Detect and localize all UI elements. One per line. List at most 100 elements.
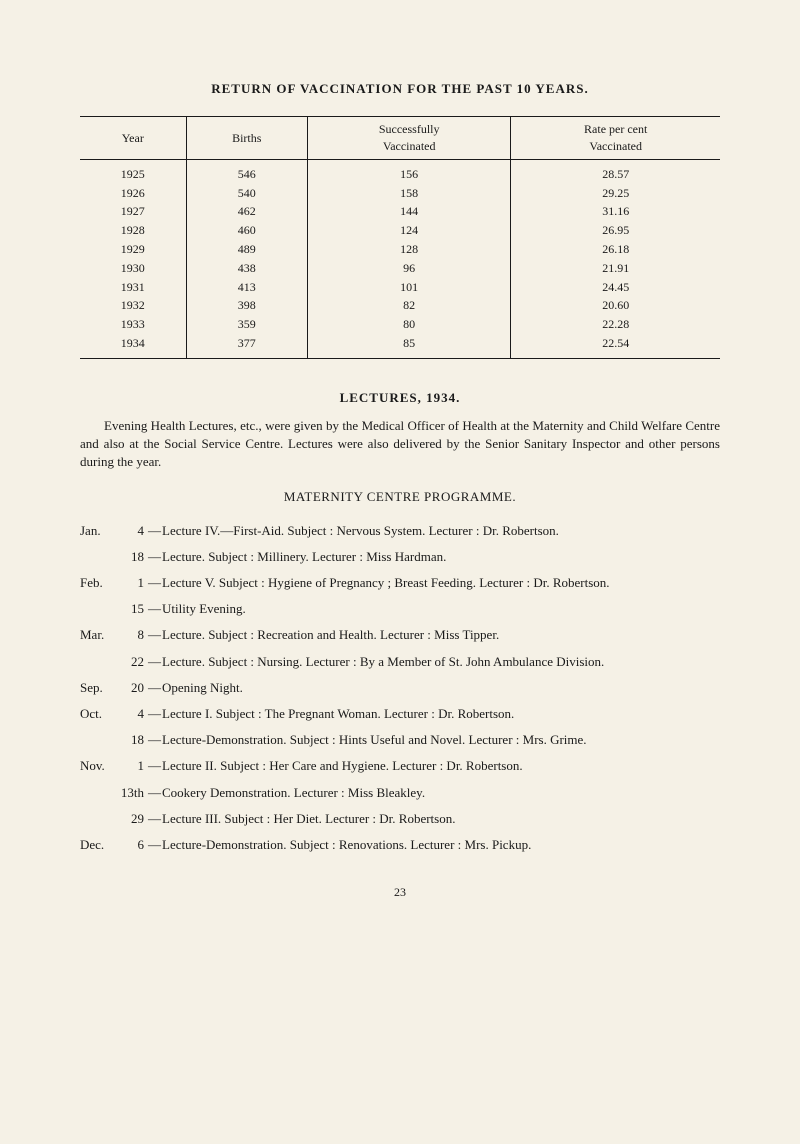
table-row: 193141310124.45 [80,278,720,297]
entry-text: Opening Night. [162,679,720,697]
table-cell: 144 [307,202,510,221]
table-cell: 1933 [80,315,186,334]
programme-entry: Dec.6—Lecture-Demonstration. Subject : R… [80,836,720,854]
table-cell: 128 [307,240,510,259]
table-header-vaccinated: SuccessfullyVaccinated [307,117,510,160]
table-cell: 82 [307,296,510,315]
table-cell: 413 [186,278,307,297]
entry-text: Lecture II. Subject : Her Care and Hygie… [162,757,720,775]
table-cell: 546 [186,159,307,183]
entry-day: 18 [116,548,148,566]
entry-dash: — [148,626,162,644]
table-cell: 85 [307,334,510,358]
table-cell: 101 [307,278,510,297]
entry-month [80,653,116,671]
table-cell: 1928 [80,221,186,240]
entry-text: Lecture V. Subject : Hygiene of Pregnanc… [162,574,720,592]
table-cell: 359 [186,315,307,334]
entry-month [80,810,116,828]
entry-text: Lecture IV.—First-Aid. Subject : Nervous… [162,522,720,540]
entry-day: 18 [116,731,148,749]
table-cell: 438 [186,259,307,278]
entry-month [80,600,116,618]
programme-heading: MATERNITY CENTRE PROGRAMME. [80,488,720,506]
table-cell: 22.54 [511,334,720,358]
entry-dash: — [148,757,162,775]
entry-day: 15 [116,600,148,618]
table-row: 19333598022.28 [80,315,720,334]
table-cell: 156 [307,159,510,183]
table-cell: 1925 [80,159,186,183]
table-cell: 540 [186,184,307,203]
table-header-births: Births [186,117,307,160]
entry-month: Mar. [80,626,116,644]
entry-dash: — [148,836,162,854]
table-row: 19343778522.54 [80,334,720,358]
entry-dash: — [148,731,162,749]
table-row: 192654015829.25 [80,184,720,203]
table-row: 192746214431.16 [80,202,720,221]
entry-month: Nov. [80,757,116,775]
programme-entry: 15—Utility Evening. [80,600,720,618]
table-cell: 1927 [80,202,186,221]
entry-dash: — [148,653,162,671]
entry-dash: — [148,548,162,566]
page-number: 23 [80,884,720,901]
entry-text: Utility Evening. [162,600,720,618]
entry-day: 4 [116,705,148,723]
entry-dash: — [148,810,162,828]
programme-entry: 22—Lecture. Subject : Nursing. Lecturer … [80,653,720,671]
entry-day: 13th [116,784,148,802]
programme-entry: Oct.4—Lecture I. Subject : The Pregnant … [80,705,720,723]
table-cell: 462 [186,202,307,221]
table-cell: 31.16 [511,202,720,221]
entry-month: Dec. [80,836,116,854]
lectures-intro: Evening Health Lectures, etc., were give… [80,417,720,472]
table-row: 192846012426.95 [80,221,720,240]
entry-dash: — [148,705,162,723]
table-cell: 28.57 [511,159,720,183]
table-cell: 398 [186,296,307,315]
table-cell: 1934 [80,334,186,358]
table-cell: 1932 [80,296,186,315]
table-cell: 158 [307,184,510,203]
entry-month: Sep. [80,679,116,697]
entry-text: Lecture I. Subject : The Pregnant Woman.… [162,705,720,723]
table-cell: 489 [186,240,307,259]
entry-dash: — [148,679,162,697]
programme-entry: Nov.1—Lecture II. Subject : Her Care and… [80,757,720,775]
entry-day: 8 [116,626,148,644]
entry-day: 1 [116,757,148,775]
entry-text: Cookery Demonstration. Lecturer : Miss B… [162,784,720,802]
entry-dash: — [148,574,162,592]
table-cell: 26.18 [511,240,720,259]
lectures-heading: LECTURES, 1934. [80,389,720,407]
entry-text: Lecture. Subject : Recreation and Health… [162,626,720,644]
table-cell: 460 [186,221,307,240]
entry-text: Lecture. Subject : Nursing. Lecturer : B… [162,653,720,671]
table-cell: 124 [307,221,510,240]
entry-dash: — [148,784,162,802]
programme-entry: 13th—Cookery Demonstration. Lecturer : M… [80,784,720,802]
entry-day: 20 [116,679,148,697]
table-cell: 22.28 [511,315,720,334]
entry-day: 6 [116,836,148,854]
table-header-rate: Rate per centVaccinated [511,117,720,160]
entry-dash: — [148,522,162,540]
entry-month: Jan. [80,522,116,540]
table-cell: 21.91 [511,259,720,278]
table-cell: 1931 [80,278,186,297]
table-header-year: Year [80,117,186,160]
entry-dash: — [148,600,162,618]
table-cell: 20.60 [511,296,720,315]
programme-entry: 18—Lecture-Demonstration. Subject : Hint… [80,731,720,749]
table-cell: 96 [307,259,510,278]
programme-entry: Sep.20—Opening Night. [80,679,720,697]
entry-day: 1 [116,574,148,592]
entry-day: 4 [116,522,148,540]
vaccination-table: Year Births SuccessfullyVaccinated Rate … [80,116,720,359]
entry-month: Feb. [80,574,116,592]
entry-text: Lecture-Demonstration. Subject : Hints U… [162,731,720,749]
programme-entry: 18—Lecture. Subject : Millinery. Lecture… [80,548,720,566]
table-cell: 1926 [80,184,186,203]
